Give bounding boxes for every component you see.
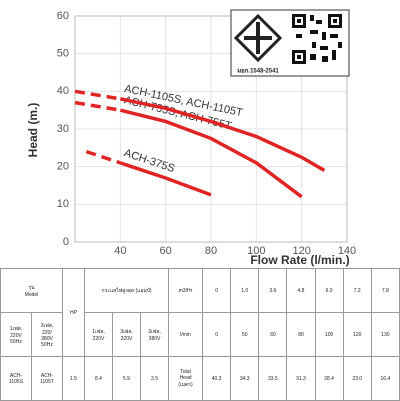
table-cell: 23.0 <box>342 356 372 401</box>
table-cell: 3.6 <box>258 268 288 313</box>
line-dashed <box>74 89 121 101</box>
table-cell: 8.4 <box>84 356 113 401</box>
y-tick-label: 0 <box>63 236 69 248</box>
line <box>119 108 303 199</box>
y-tick-label: 10 <box>57 198 69 210</box>
x-tick-label: 120 <box>292 245 310 257</box>
table-cell: 130 <box>370 312 400 357</box>
table-cell: 4.8 <box>286 268 316 313</box>
table-cell: 0 <box>202 268 232 313</box>
table-cell: 7.2 <box>342 268 372 313</box>
table-cell: 28.4 <box>314 356 344 401</box>
table-cell: 1.5 <box>62 356 85 401</box>
y-axis-label: Head (m.) <box>26 103 40 158</box>
certification-text: มอก.1548-2541 <box>237 68 279 75</box>
table-cell: 0 <box>202 312 232 357</box>
spec-table: รุ่น Model HP กระแสไฟสูงสุด (แอมป์) m3/H… <box>0 268 400 401</box>
x-tick-label: 80 <box>205 245 217 257</box>
y-tick-label: 40 <box>57 85 69 97</box>
table-cell: 33.5 <box>258 356 288 401</box>
y-tick-label: 60 <box>57 10 69 22</box>
table-cell: l/min <box>168 312 204 357</box>
logo-cross <box>244 22 272 54</box>
table-cell: 3.5 <box>139 356 170 401</box>
table-cell: 34.3 <box>230 356 260 401</box>
line-dashed <box>74 100 121 112</box>
table-cell: กระแสไฟสูงสุด (แอมป์) <box>83 268 170 313</box>
table-cell: m3/Hr <box>168 268 204 313</box>
y-tick-label: 20 <box>57 161 69 173</box>
table-cell: 50 <box>230 312 260 357</box>
table-cell: 40.3 <box>202 356 232 401</box>
table-cell: 120 <box>342 312 372 357</box>
x-tick-label: 100 <box>247 245 265 257</box>
table-cell: HP <box>62 268 85 357</box>
table-cell: ACH- 1105T <box>31 356 63 401</box>
certification-logo: มอก.1548-2541 <box>230 9 350 77</box>
y-tick-label: 50 <box>57 48 69 60</box>
table-cell: Total Head (เมตร) <box>168 356 204 401</box>
table-cell: 7.8 <box>370 268 400 313</box>
x-tick-label: 140 <box>338 245 356 257</box>
qr-code <box>292 14 342 64</box>
chart: 6050403020100140120100806040ACH-375SACH-… <box>26 9 356 267</box>
table-cell: 1เฟส, 220V 50Hz <box>0 312 32 357</box>
table-cell: 3เฟส, 380V <box>139 312 170 357</box>
line-dashed <box>85 149 121 165</box>
x-axis-label: Flow Rate (l/min.) <box>250 253 349 267</box>
x-tick-label: 60 <box>160 245 172 257</box>
table-cell: ACH- 1105S <box>0 356 32 401</box>
table-cell: รุ่น Model <box>0 268 63 313</box>
table-cell: 100 <box>314 312 344 357</box>
table-cell: 80 <box>286 312 316 357</box>
line <box>119 97 326 172</box>
table-cell: 31.3 <box>286 356 316 401</box>
table-cell: 3เฟส, 220V <box>112 312 141 357</box>
table-cell: 60 <box>258 312 288 357</box>
table-cell: 16.4 <box>370 356 400 401</box>
table-cell: 6.0 <box>314 268 344 313</box>
table-cell: 3เฟส, 220/ 380V 50Hz <box>31 312 63 357</box>
table-cell: 1.0 <box>230 268 260 313</box>
plot-frame <box>74 15 348 243</box>
y-tick-label: 30 <box>57 123 69 135</box>
logo-mark <box>233 13 283 63</box>
x-tick-label: 40 <box>114 245 126 257</box>
table-cell: 1เฟส, 220V <box>84 312 113 357</box>
line <box>119 161 212 197</box>
table-cell: 5.9 <box>112 356 141 401</box>
